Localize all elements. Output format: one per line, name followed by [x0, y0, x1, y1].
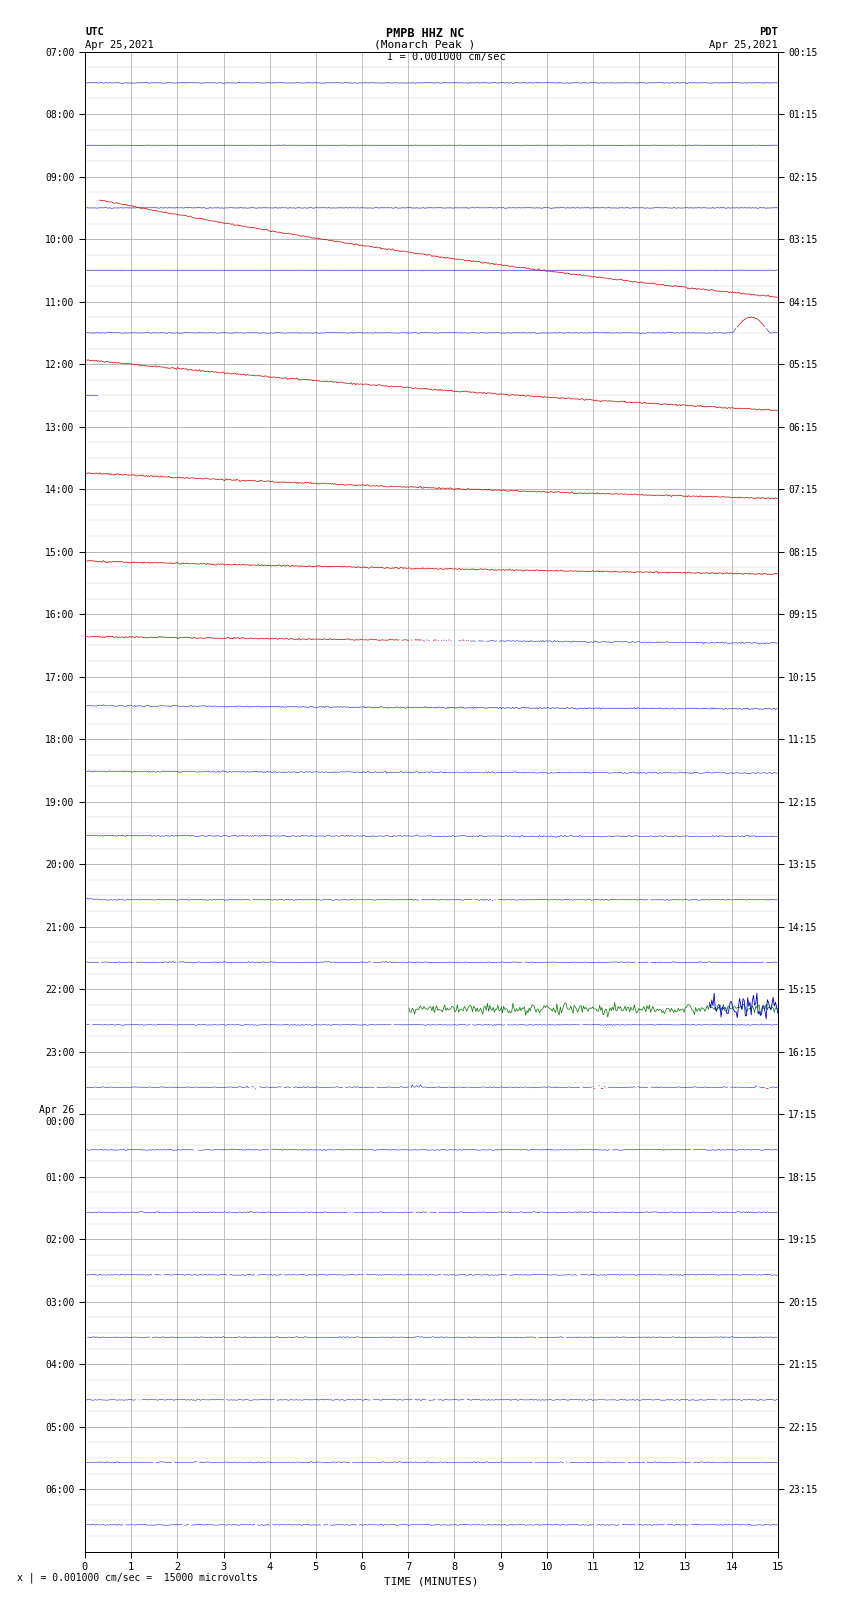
Text: Apr 25,2021: Apr 25,2021 [709, 39, 778, 50]
Text: Apr 25,2021: Apr 25,2021 [85, 39, 154, 50]
Text: x | = 0.001000 cm/sec =  15000 microvolts: x | = 0.001000 cm/sec = 15000 microvolts [17, 1573, 258, 1584]
Text: PMPB HHZ NC: PMPB HHZ NC [386, 26, 464, 40]
X-axis label: TIME (MINUTES): TIME (MINUTES) [384, 1576, 479, 1586]
Text: (Monarch Peak ): (Monarch Peak ) [374, 39, 476, 50]
Text: I = 0.001000 cm/sec: I = 0.001000 cm/sec [387, 52, 506, 63]
Text: PDT: PDT [759, 26, 778, 37]
Text: UTC: UTC [85, 26, 104, 37]
